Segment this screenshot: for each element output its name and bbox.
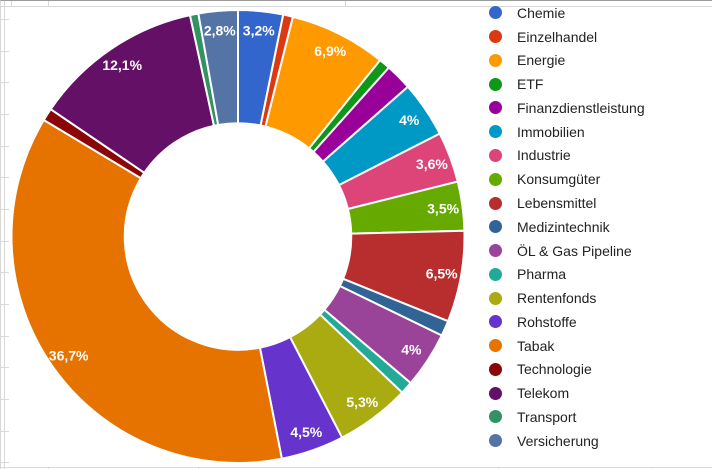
- legend-color-swatch-icon: [489, 220, 502, 234]
- legend-color-swatch-icon: [489, 101, 502, 115]
- legend-item-medizintechnik[interactable]: Medizintechnik: [489, 215, 645, 239]
- spreadsheet-gridline: [1, 6, 712, 7]
- legend-color-swatch-icon: [489, 77, 502, 91]
- spreadsheet-gridline: [4, 1, 5, 469]
- legend-color-swatch-icon: [489, 315, 502, 329]
- slice-label: 36,7%: [49, 348, 89, 364]
- slice-label: 6,9%: [314, 43, 346, 59]
- legend-item-rohstoffe[interactable]: Rohstoffe: [489, 310, 645, 334]
- legend-label: Telekom: [517, 385, 570, 402]
- legend-color-swatch-icon: [489, 172, 502, 186]
- legend-color-swatch-icon: [489, 291, 502, 305]
- legend-label: Transport: [517, 408, 577, 425]
- slice-label: 4,5%: [290, 424, 322, 440]
- spreadsheet-gridline: [1, 177, 9, 178]
- spreadsheet-gridline: [1, 304, 9, 305]
- legend-color-swatch-icon: [489, 339, 502, 353]
- spreadsheet-gridline: [1, 431, 9, 432]
- spreadsheet-gridline: [345, 1, 346, 6]
- legend-item-immobilien[interactable]: Immobilien: [489, 120, 645, 144]
- legend-label: Finanzdienstleistung: [517, 99, 645, 116]
- spreadsheet-gridline: [1, 19, 9, 20]
- legend-color-swatch-icon: [489, 386, 502, 400]
- slice-label: 6,5%: [426, 265, 458, 281]
- legend-label: Versicherung: [517, 432, 599, 449]
- spreadsheet-gridline: [1, 146, 9, 147]
- legend-label: Pharma: [517, 266, 567, 283]
- legend-color-swatch-icon: [489, 362, 502, 376]
- legend-item-industrie[interactable]: Industrie: [489, 144, 645, 168]
- legend-label: Einzelhandel: [517, 28, 598, 45]
- spreadsheet-gridline: [1, 114, 9, 115]
- spreadsheet-gridline: [1, 209, 9, 210]
- slice-label: 5,3%: [346, 394, 378, 410]
- slice-label: 3,5%: [427, 201, 459, 217]
- legend-label: Rentenfonds: [517, 290, 597, 307]
- legend-color-swatch-icon: [489, 196, 502, 210]
- legend-item-konsumgüter[interactable]: Konsumgüter: [489, 167, 645, 191]
- spreadsheet-gridline: [1, 467, 712, 468]
- legend-item-einzelhandel[interactable]: Einzelhandel: [489, 25, 645, 49]
- slice-label: 3,2%: [243, 23, 275, 39]
- legend-label: ETF: [517, 76, 544, 93]
- spreadsheet-gridline: [1, 241, 9, 242]
- spreadsheet-gridline: [48, 1, 49, 6]
- legend-color-swatch-icon: [489, 434, 502, 448]
- legend-color-swatch-icon: [489, 6, 502, 20]
- spreadsheet-gridline: [1, 272, 9, 273]
- legend-label: Immobilien: [517, 123, 585, 140]
- legend-label: Rohstoffe: [517, 313, 577, 330]
- legend-item-technologie[interactable]: Technologie: [489, 357, 645, 381]
- legend-label: Lebensmittel: [517, 195, 597, 211]
- legend-color-swatch-icon: [489, 148, 502, 162]
- legend-item-rentenfonds[interactable]: Rentenfonds: [489, 286, 645, 310]
- legend-color-swatch-icon: [489, 125, 502, 139]
- legend-item-telekom[interactable]: Telekom: [489, 381, 645, 405]
- pie-slice-versicherung[interactable]: [197, 9, 239, 126]
- legend-color-swatch-icon: [489, 267, 502, 281]
- legend-label: ÖL & Gas Pipeline: [517, 242, 632, 259]
- legend-label: Tabak: [517, 337, 555, 354]
- legend-label: Medizintechnik: [517, 218, 610, 235]
- legend-item-transport[interactable]: Transport: [489, 405, 645, 429]
- legend-color-swatch-icon: [489, 53, 502, 67]
- legend-label: Chemie: [517, 4, 566, 21]
- spreadsheet-gridline: [1, 51, 9, 52]
- legend-item-pharma[interactable]: Pharma: [489, 262, 645, 286]
- legend-label: Technologie: [517, 361, 592, 378]
- slice-label: 3,6%: [416, 156, 448, 172]
- legend-color-swatch-icon: [489, 244, 502, 258]
- legend-item-etf[interactable]: ETF: [489, 72, 645, 96]
- spreadsheet-gridline: [1, 399, 9, 400]
- spreadsheet-gridline: [1, 82, 9, 83]
- legend-item-chemie[interactable]: Chemie: [489, 1, 645, 25]
- legend-item-tabak[interactable]: Tabak: [489, 334, 645, 358]
- legend-item-versicherung[interactable]: Versicherung: [489, 429, 645, 453]
- legend: Chemie Einzelhandel Energie ETF Finanzdienst…: [489, 1, 645, 453]
- spreadsheet-gridline: [11, 1, 12, 6]
- legend-color-swatch-icon: [489, 410, 502, 424]
- legend-item-lebensmittel[interactable]: Lebensmittel: [489, 191, 645, 215]
- legend-color-swatch-icon: [489, 30, 502, 44]
- spreadsheet-gridline: [1, 462, 9, 463]
- legend-label: Energie: [517, 52, 566, 69]
- spreadsheet-gridline: [1, 367, 9, 368]
- pie-slice-tabak[interactable]: [10, 118, 283, 464]
- slice-label: 12,1%: [102, 57, 142, 73]
- legend-label: Konsumgüter: [517, 171, 601, 188]
- legend-item-finanzdienstleistung[interactable]: Finanzdienstleistung: [489, 96, 645, 120]
- legend-item-öl-gas-pipeline[interactable]: ÖL & Gas Pipeline: [489, 239, 645, 263]
- legend-label: Industrie: [517, 147, 571, 164]
- legend-item-energie[interactable]: Energie: [489, 49, 645, 73]
- slice-label: 4%: [401, 342, 422, 358]
- slice-label: 2,8%: [204, 22, 236, 38]
- spreadsheet-gridline: [1, 336, 9, 337]
- slice-label: 4%: [399, 112, 420, 128]
